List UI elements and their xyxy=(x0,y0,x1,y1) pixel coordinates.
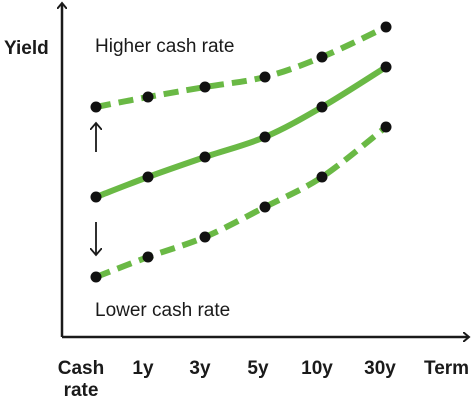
data-point-3-6 xyxy=(380,121,392,133)
series-line-3 xyxy=(94,124,388,280)
x-tick-label: Cash xyxy=(58,358,104,379)
data-point-3-4 xyxy=(259,201,271,213)
data-point-2-5 xyxy=(316,101,328,113)
x-tick-label: rate xyxy=(64,380,99,401)
y-axis-title: Yield xyxy=(4,38,49,59)
data-point-1-3 xyxy=(199,81,211,93)
data-point-1-2 xyxy=(142,91,154,103)
data-point-2-1 xyxy=(90,191,102,203)
data-point-2-2 xyxy=(142,171,154,183)
data-point-2-6 xyxy=(380,61,392,73)
series-group xyxy=(94,24,388,280)
data-point-3-1 xyxy=(90,271,102,283)
x-tick-label: 1y xyxy=(132,358,154,379)
data-point-1-4 xyxy=(259,71,271,83)
marker-group xyxy=(90,21,392,283)
data-point-1-5 xyxy=(316,51,328,63)
data-point-3-2 xyxy=(142,251,154,263)
data-point-2-4 xyxy=(259,131,271,143)
annotation-lower-cash-rate: Lower cash rate xyxy=(95,300,230,321)
x-tick-labels: Cash rate 1y 3y 5y 10y 30y xyxy=(58,358,397,401)
x-tick-label: 5y xyxy=(247,358,269,379)
data-point-3-5 xyxy=(316,171,328,183)
annotation-higher-cash-rate: Higher cash rate xyxy=(95,36,234,57)
data-point-1-6 xyxy=(380,21,392,33)
x-axis-title: Term xyxy=(424,358,469,379)
x-tick-label: 30y xyxy=(364,358,396,379)
series-line-2 xyxy=(94,64,388,200)
x-tick-label: 10y xyxy=(301,358,333,379)
data-point-3-3 xyxy=(199,231,211,243)
data-point-2-3 xyxy=(199,151,211,163)
x-tick-label: 3y xyxy=(189,358,211,379)
data-point-1-1 xyxy=(90,101,102,113)
